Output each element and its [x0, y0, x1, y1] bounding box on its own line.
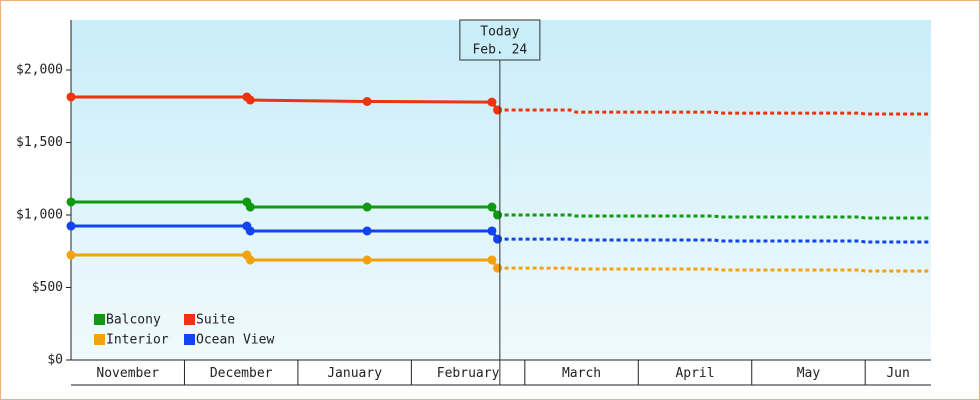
x-tick-label: March [562, 366, 601, 381]
series-point [245, 255, 255, 265]
forecast-line [497, 266, 931, 273]
series-point [487, 202, 497, 212]
y-tick-label: $0 [47, 353, 63, 368]
x-tick-label: April [675, 366, 714, 381]
series-point [66, 92, 76, 102]
series-point [487, 255, 497, 265]
today-label: Feb. 24 [472, 43, 527, 58]
today-box [459, 19, 541, 61]
series-point [362, 202, 372, 212]
legend-label: Balcony [106, 313, 161, 328]
x-tick-label: January [327, 366, 382, 381]
series-point [66, 250, 76, 260]
legend-label: Suite [196, 313, 235, 328]
legend-swatch [184, 334, 195, 345]
legend-swatch [94, 314, 105, 325]
y-tick-label: $2,000 [16, 63, 63, 78]
y-tick-label: $1,000 [16, 208, 63, 223]
x-tick-label: November [96, 366, 159, 381]
series-point [493, 105, 503, 115]
today-label: Today [480, 25, 519, 40]
legend-label: Ocean View [196, 333, 274, 348]
legend-label: Interior [106, 333, 169, 348]
series-point [362, 96, 372, 106]
legend-swatch [184, 314, 195, 325]
y-tick-label: $500 [32, 280, 63, 295]
x-tick-label: December [210, 366, 273, 381]
series-point [487, 97, 497, 107]
y-tick-label: $1,500 [16, 135, 63, 150]
series-point [487, 226, 497, 236]
series-point [245, 95, 255, 105]
forecast-line [497, 213, 931, 220]
series-point [362, 255, 372, 265]
series-point [66, 221, 76, 231]
x-tick-label: May [797, 366, 821, 381]
series-point [493, 234, 503, 244]
series-point [493, 210, 503, 220]
series-point [493, 263, 503, 273]
series-point [245, 202, 255, 212]
series-point [66, 197, 76, 207]
x-tick-label: February [437, 366, 500, 381]
forecast-line [497, 108, 931, 116]
series-point [245, 226, 255, 236]
plot-area [71, 20, 931, 360]
forecast-line [497, 237, 931, 244]
legend-swatch [94, 334, 105, 345]
x-tick-label: Jun [886, 366, 909, 381]
series-point [362, 226, 372, 236]
